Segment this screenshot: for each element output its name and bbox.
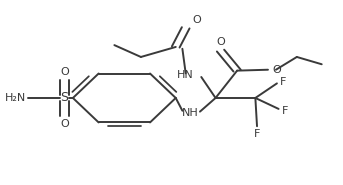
Text: O: O [60, 67, 69, 77]
Text: HN: HN [177, 70, 194, 80]
Text: F: F [254, 129, 260, 139]
Text: H₂N: H₂N [4, 93, 26, 103]
Text: O: O [192, 15, 201, 25]
Text: F: F [282, 106, 288, 116]
Text: O: O [272, 65, 281, 75]
Text: F: F [280, 77, 287, 87]
Text: O: O [216, 37, 225, 47]
Text: S: S [61, 91, 69, 105]
Text: NH: NH [182, 108, 199, 118]
Text: O: O [60, 119, 69, 129]
